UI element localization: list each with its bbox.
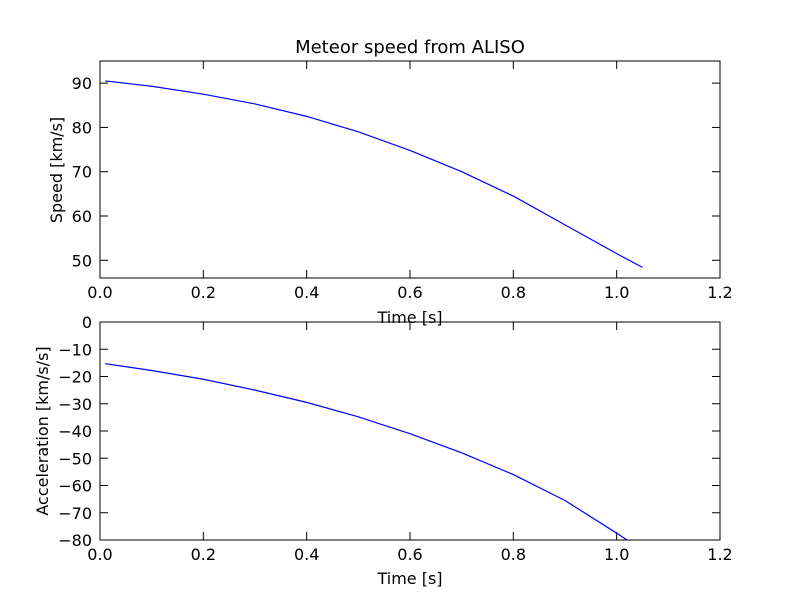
- acceleration-y-tick-label: −40: [58, 422, 92, 441]
- acceleration-x-axis-label: Time [s]: [376, 569, 442, 588]
- speed-y-tick-label: 60: [72, 207, 92, 226]
- acceleration-x-tick-label: 0.8: [501, 545, 526, 564]
- acceleration-y-tick-label: −20: [58, 368, 92, 387]
- acceleration-line-layer: [105, 363, 628, 540]
- acceleration-y-tick-label: −50: [58, 449, 92, 468]
- acceleration-x-tick-label: 1.0: [604, 545, 629, 564]
- speed-x-tick-label: 0.2: [191, 283, 216, 302]
- speed-x-tick-label: 0.8: [501, 283, 526, 302]
- acceleration-chart: 0.0 0.2 0.4 0.6 0.8 1.0 1.2 0 −10 −20 −30 −40 −50 −60…: [33, 313, 733, 588]
- acceleration-y-tick-label: −10: [58, 340, 92, 359]
- acceleration-ticks: 0.0 0.2 0.4 0.6 0.8 1.0 1.2 0 −10 −20 −30 −40 −50 −60…: [58, 313, 732, 564]
- speed-plot-frame: [99, 60, 721, 279]
- acceleration-x-tick-label: 0.6: [397, 545, 422, 564]
- speed-y-tick-label: 90: [72, 74, 92, 93]
- speed-y-tick-label: 50: [72, 251, 92, 270]
- acceleration-x-tick-label: 0.4: [294, 545, 319, 564]
- speed-chart: Meteor speed from ALISO 0.0 0.2 0.4 0.6 0.8 1…: [47, 37, 733, 327]
- acceleration-y-tick-label: −60: [58, 477, 92, 496]
- acceleration-y-tick-label: −70: [58, 504, 92, 523]
- speed-line-layer: [105, 80, 643, 268]
- speed-x-tick-label: 1.0: [604, 283, 629, 302]
- speed-x-tick-label: 0.4: [294, 283, 319, 302]
- acceleration-y-tick-label: −80: [58, 531, 92, 550]
- acceleration-x-tick-label: 0.2: [191, 545, 216, 564]
- acceleration-y-tick-label: −30: [58, 395, 92, 414]
- acceleration-x-tick-label: 0.0: [87, 545, 112, 564]
- speed-series-line: [105, 80, 643, 268]
- speed-y-tick-label: 80: [72, 118, 92, 137]
- speed-y-tick-label: 70: [72, 163, 92, 182]
- acceleration-x-tick-label: 1.2: [707, 545, 732, 564]
- speed-ticks: 0.0 0.2 0.4 0.6 0.8 1.0 1.2 50 60 70 80 90: [72, 61, 733, 302]
- speed-y-axis-label: Speed [km/s]: [47, 117, 66, 223]
- speed-x-tick-label: 0.0: [87, 283, 112, 302]
- speed-x-tick-label: 0.6: [397, 283, 422, 302]
- acceleration-series-line: [105, 363, 628, 540]
- acceleration-y-axis-label: Acceleration [km/s/s]: [33, 346, 52, 515]
- acceleration-y-tick-label: 0: [82, 313, 92, 332]
- acceleration-plot-frame: [99, 321, 721, 541]
- chart-title: Meteor speed from ALISO: [295, 37, 525, 58]
- speed-x-tick-label: 1.2: [707, 283, 732, 302]
